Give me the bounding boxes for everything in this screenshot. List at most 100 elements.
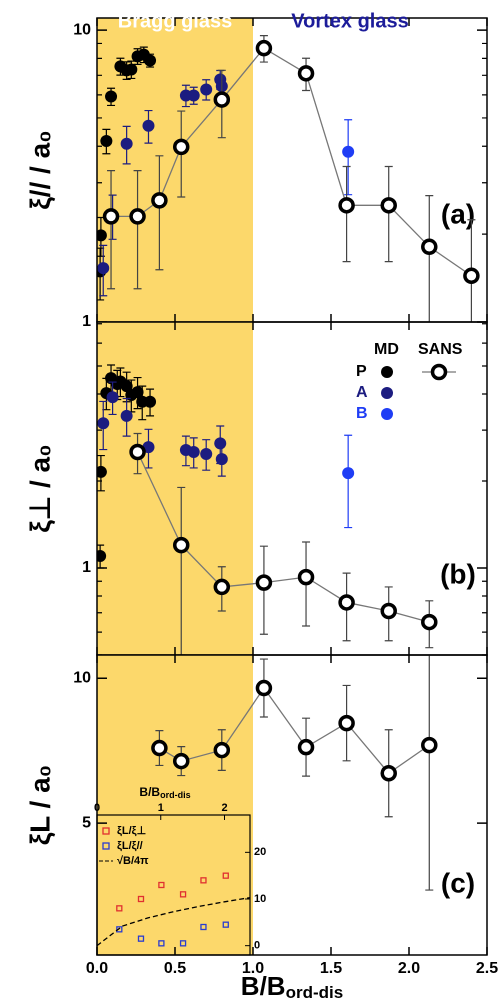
marker: [255, 39, 273, 57]
marker: [297, 568, 315, 586]
marker: [151, 739, 168, 757]
marker: [137, 895, 145, 903]
inset-legend-marker: [102, 842, 110, 850]
x-axis-label-sub: ord-dis: [286, 983, 344, 1002]
inset-legend-marker: [102, 827, 110, 835]
legend-marker: [381, 366, 393, 378]
legend-header: SANS: [418, 341, 463, 358]
region-label: Bragg glass: [118, 10, 232, 32]
error-bar: [177, 486, 186, 655]
error-bar: [342, 165, 351, 263]
y-tick-label: 5: [82, 814, 91, 831]
marker: [200, 923, 207, 931]
marker: [97, 229, 107, 242]
marker: [380, 197, 397, 214]
marker: [255, 679, 273, 697]
marker: [106, 391, 119, 404]
marker: [342, 467, 355, 480]
marker: [342, 145, 355, 158]
marker: [125, 63, 138, 76]
marker: [105, 90, 118, 103]
marker: [97, 417, 110, 430]
error-bar: [344, 434, 353, 529]
marker: [297, 65, 315, 82]
marker: [120, 137, 133, 150]
panel-label: (c): [441, 867, 475, 898]
marker: [137, 935, 145, 942]
marker: [179, 940, 187, 947]
y-tick-label: 10: [73, 669, 91, 686]
marker: [144, 54, 157, 67]
inset-y-tick-label: 20: [254, 846, 266, 858]
panel-frame: [96, 654, 488, 956]
region-label: Vortex glass: [291, 10, 408, 32]
y-tick-label: 1: [82, 559, 91, 576]
marker: [380, 765, 397, 782]
marker: [97, 550, 107, 563]
inset-y-tick-label: 0: [254, 940, 260, 952]
legend-marker: [430, 363, 448, 381]
marker: [100, 134, 113, 147]
marker: [187, 89, 200, 102]
inset-legend-label: ξL/ξ⊥: [117, 825, 146, 837]
marker: [172, 752, 190, 770]
inset-x-label-sub: ord-dis: [160, 790, 191, 800]
marker: [120, 409, 133, 422]
marker: [421, 736, 438, 754]
legend-label: B: [356, 405, 368, 422]
marker: [213, 91, 231, 108]
marker: [214, 437, 227, 450]
marker: [222, 921, 229, 928]
marker: [213, 741, 231, 759]
inset-plot: [97, 872, 250, 947]
x-tick-label: 2.0: [398, 960, 420, 977]
marker: [200, 877, 207, 884]
y-axis-label: ξL / a₀: [24, 765, 55, 846]
marker: [102, 208, 120, 225]
marker: [187, 446, 200, 459]
y-tick-label: 10: [73, 21, 91, 38]
y-axis-label: ξ⊥ / a₀: [24, 444, 55, 532]
inset-legend-label: √B/4π: [117, 855, 149, 867]
y-axis-label: ξ// / a₀: [24, 130, 55, 210]
panel-label: (a): [441, 198, 475, 229]
plot-area: [97, 364, 438, 655]
marker: [200, 448, 213, 461]
plot-area: [151, 655, 438, 891]
marker: [158, 881, 165, 889]
marker: [215, 453, 228, 466]
marker: [255, 574, 273, 591]
inset-legend-label: ξL/ξ//: [117, 840, 143, 852]
marker: [222, 872, 229, 879]
y-tick-label: 1: [82, 313, 91, 330]
marker: [97, 262, 110, 275]
marker: [463, 267, 480, 285]
inset-x-label-main: B/B: [139, 785, 160, 799]
marker: [172, 536, 190, 554]
error-bar: [133, 170, 142, 290]
marker: [129, 208, 146, 225]
inset-x-label: B/Bord-dis: [139, 785, 190, 800]
x-axis-label: B/Bord-dis: [241, 971, 343, 1002]
series-line: [97, 896, 250, 947]
marker: [151, 192, 168, 209]
marker: [97, 465, 107, 478]
marker: [131, 386, 144, 399]
inset-x-tick-label: 2: [221, 802, 227, 814]
marker: [158, 940, 165, 947]
inset-y-tick-label: 10: [254, 893, 266, 905]
error-bar: [155, 155, 164, 271]
marker: [116, 905, 123, 912]
error-bar: [425, 195, 434, 322]
x-tick-label: 0.5: [164, 960, 186, 977]
marker: [144, 395, 157, 408]
marker: [200, 83, 213, 96]
error-bar: [467, 219, 476, 322]
panel-label: (b): [440, 558, 476, 589]
marker: [213, 578, 231, 596]
error-bar: [107, 170, 116, 290]
legend-header: MD: [374, 341, 399, 358]
legend-label: P: [356, 363, 367, 380]
legend-label: A: [356, 384, 368, 401]
